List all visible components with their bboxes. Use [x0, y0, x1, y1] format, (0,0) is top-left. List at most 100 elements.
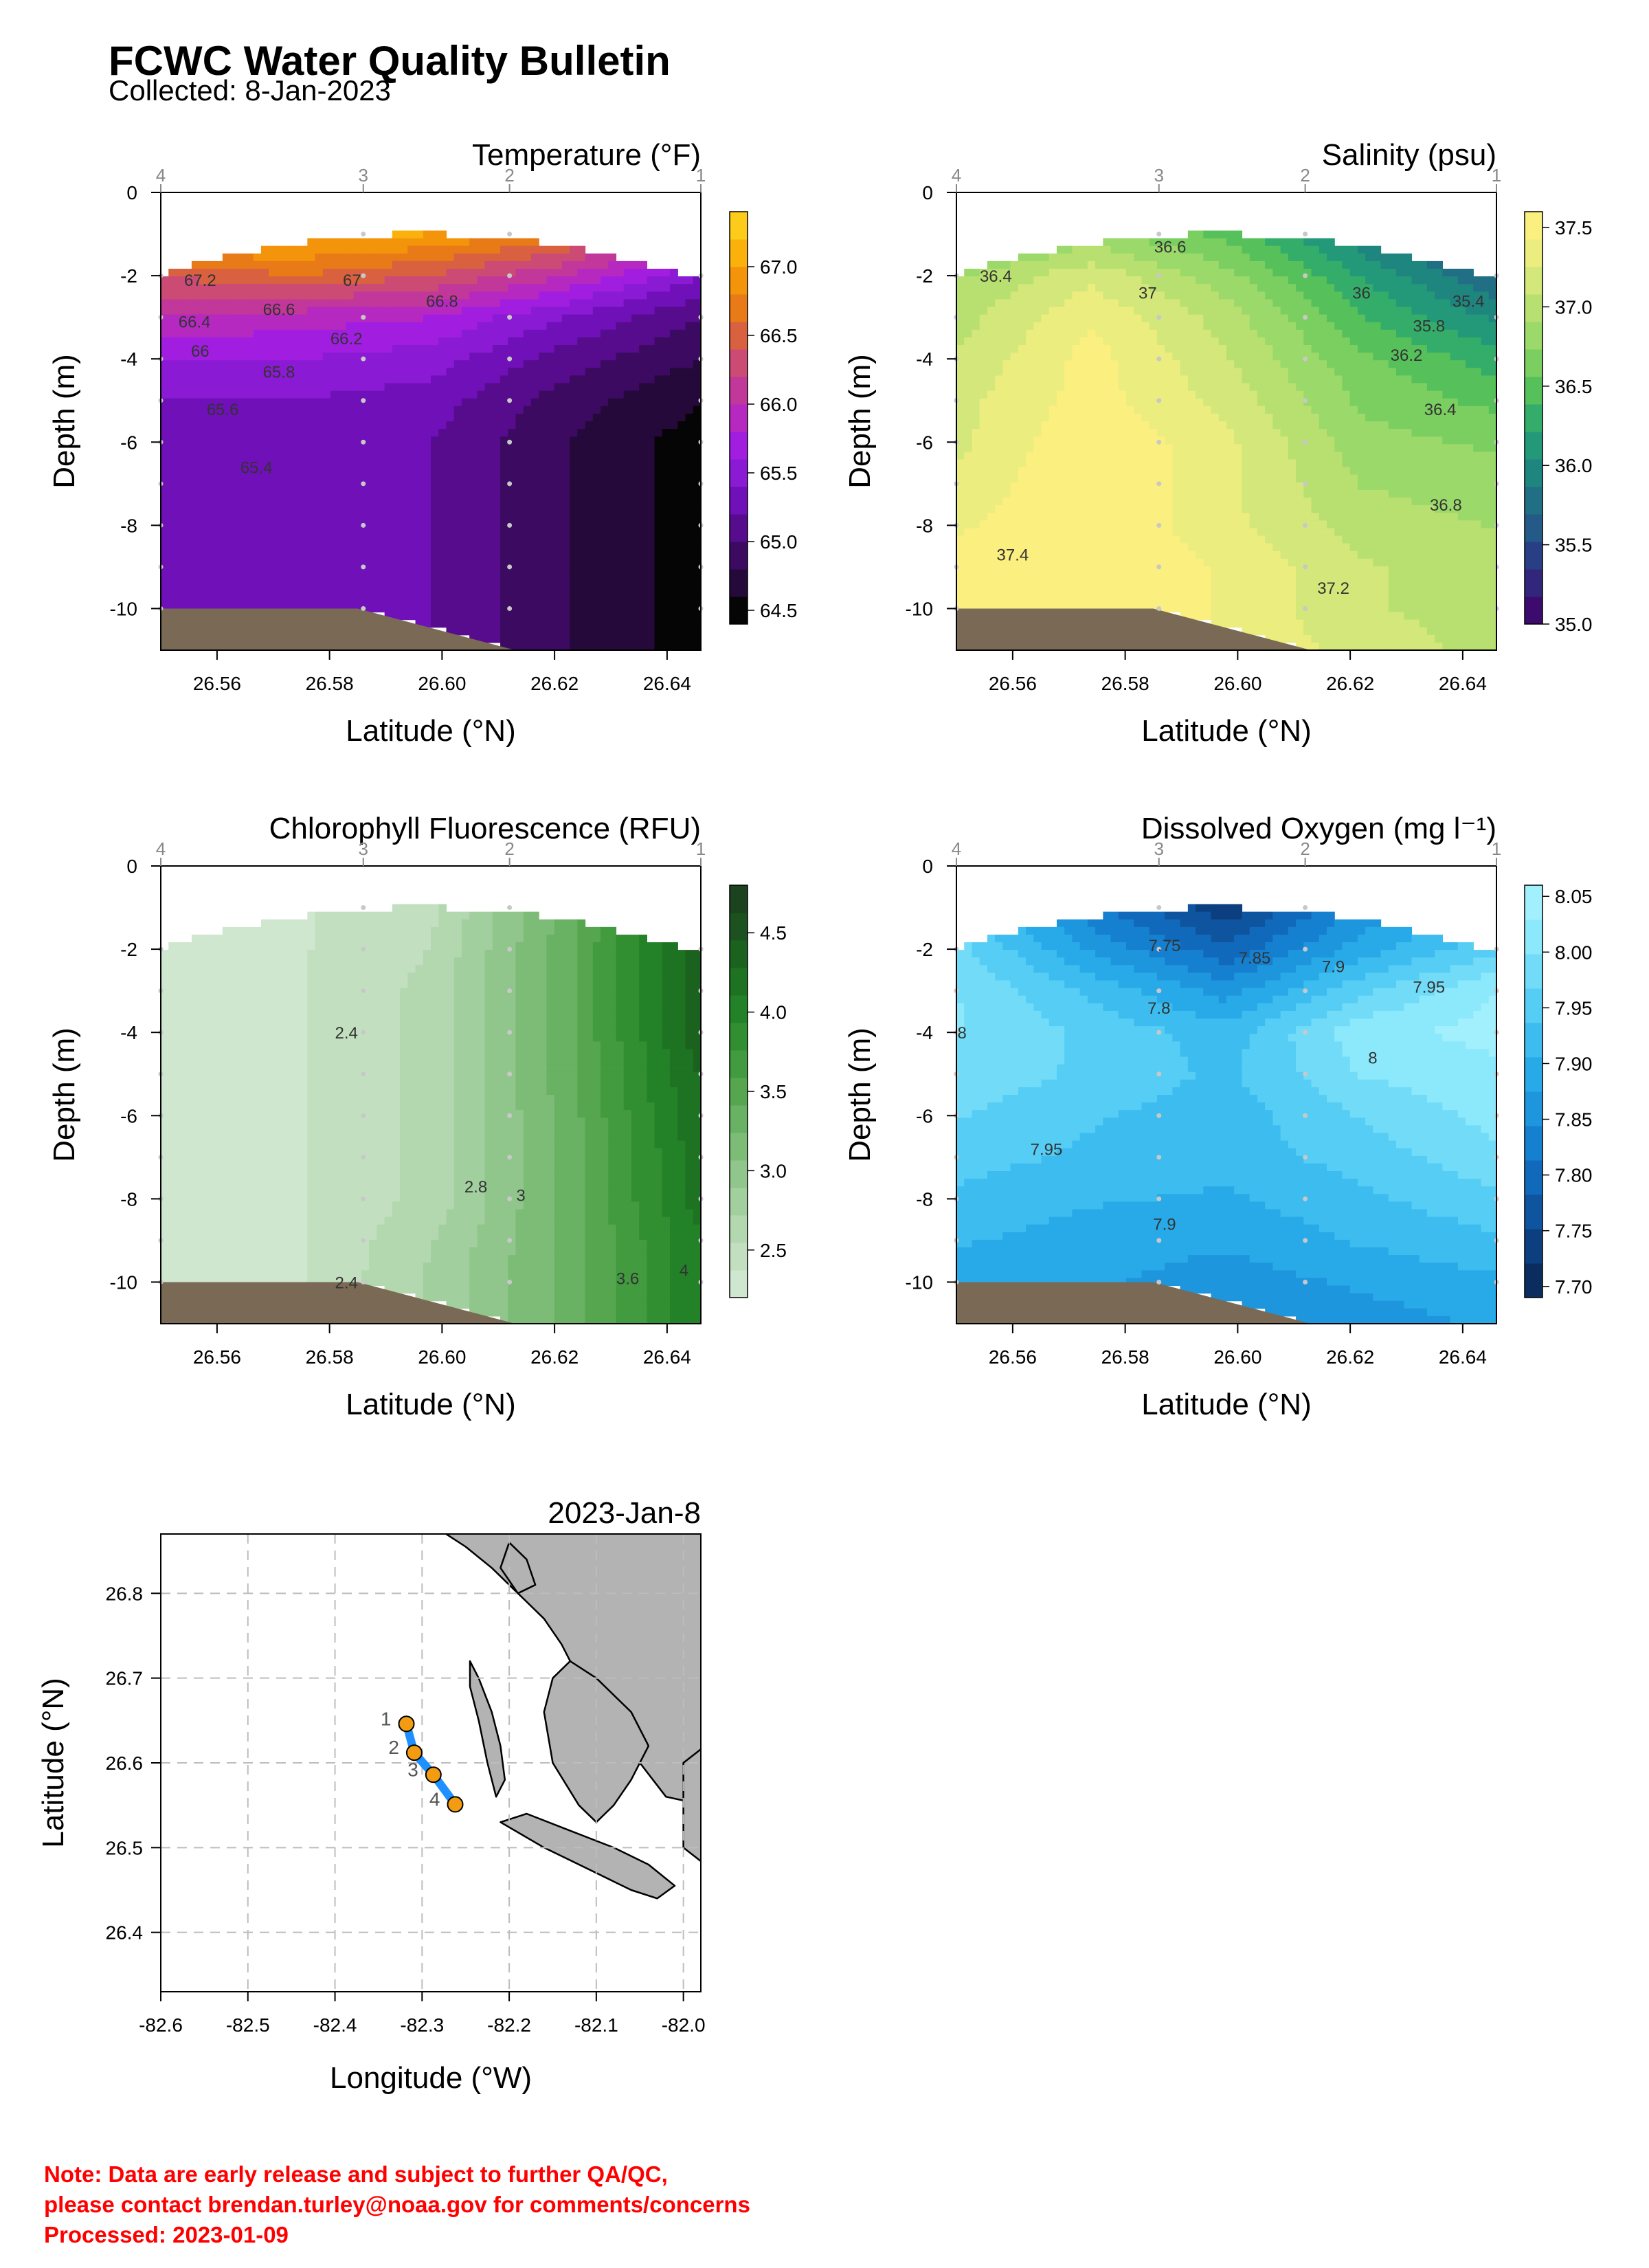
field-cell: [199, 345, 207, 353]
field-cell: [276, 535, 285, 544]
field-cell: [330, 345, 339, 353]
field-cell: [291, 353, 300, 361]
field-cell: [1087, 322, 1096, 331]
field-cell: [484, 566, 493, 575]
field-cell: [438, 543, 447, 552]
field-cell: [1002, 421, 1011, 430]
field-cell: [1165, 307, 1173, 315]
field-cell: [608, 604, 617, 613]
field-cell: [539, 245, 548, 254]
section-panel-2: Salinity (psu)36.436.637 3635.835.436.236…: [843, 138, 1593, 748]
field-cell: [608, 353, 617, 361]
field-cell: [1134, 589, 1143, 597]
field-cell: [1033, 520, 1042, 529]
field-cell: [176, 383, 185, 392]
field-cell: [639, 436, 647, 445]
field-cell: [685, 291, 694, 300]
field-cell: [1141, 329, 1150, 338]
field-cell: [284, 543, 293, 552]
field-cell: [508, 642, 517, 651]
field-cell: [585, 421, 594, 430]
field-cell: [685, 505, 694, 513]
field-cell: [515, 619, 524, 628]
field-cell: [1103, 345, 1112, 353]
field-cell: [616, 634, 625, 643]
field-cell: [608, 314, 617, 323]
field-cell: [1072, 284, 1081, 292]
field-cell: [1048, 314, 1057, 323]
field-cell: [631, 436, 640, 445]
panel-title: Salinity (psu): [1322, 138, 1496, 172]
field-cell: [199, 421, 207, 430]
field-cell: [477, 276, 486, 285]
field-cell: [207, 604, 216, 613]
field-cell: [1087, 535, 1096, 544]
field-cell: [972, 566, 980, 575]
field-cell: [1033, 558, 1042, 567]
field-cell: [500, 642, 508, 651]
field-cell: [214, 551, 223, 559]
field-cell: [353, 459, 362, 468]
field-cell: [315, 368, 324, 376]
field-cell: [377, 436, 385, 445]
field-cell: [369, 421, 377, 430]
field-cell: [530, 558, 539, 567]
field-cell: [446, 375, 455, 384]
field-cell: [300, 337, 308, 346]
field-cell: [307, 260, 316, 269]
field-cell: [407, 398, 416, 407]
field-cell: [677, 619, 686, 628]
field-cell: [453, 337, 462, 346]
field-cell: [453, 307, 462, 315]
field-cell: [284, 276, 293, 285]
field-cell: [530, 383, 539, 392]
field-cell: [685, 551, 694, 559]
field-cell: [515, 299, 524, 308]
field-cell: [685, 421, 694, 430]
field-cell: [1118, 551, 1127, 559]
field-cell: [269, 482, 278, 491]
field-cell: [384, 452, 393, 460]
field-cell: [987, 368, 996, 376]
field-cell: [662, 528, 671, 537]
field-cell: [361, 322, 370, 331]
field-cell: [322, 459, 331, 468]
field-cell: [176, 405, 185, 414]
field-cell: [407, 291, 416, 300]
field-cell: [438, 398, 447, 407]
field-cell: [446, 329, 455, 338]
field-cell: [1095, 505, 1103, 513]
field-cell: [592, 383, 601, 392]
field-cell: [315, 375, 324, 384]
field-cell: [987, 505, 996, 513]
field-cell: [1103, 467, 1112, 476]
field-cell: [647, 299, 655, 308]
field-cell: [1095, 513, 1103, 521]
field-cell: [500, 421, 508, 430]
field-cell: [972, 269, 980, 277]
field-cell: [415, 604, 424, 613]
field-cell: [1087, 260, 1096, 269]
field-cell: [253, 284, 262, 292]
field-cell: [1165, 405, 1173, 414]
field-cell: [161, 322, 169, 331]
field-cell: [1103, 390, 1112, 399]
field-cell: [438, 535, 447, 544]
field-cell: [1172, 574, 1181, 582]
field-cell: [1002, 413, 1011, 422]
field-cell: [384, 459, 393, 468]
field-cell: [592, 353, 601, 361]
field-cell: [515, 612, 524, 621]
field-cell: [508, 528, 517, 537]
field-cell: [245, 276, 254, 285]
field-cell: [1072, 291, 1081, 300]
field-cell: [1064, 322, 1073, 331]
field-cell: [484, 345, 493, 353]
field-cell: [608, 398, 617, 407]
field-cell: [670, 291, 678, 300]
field-cell: [431, 543, 439, 552]
field-cell: [484, 260, 493, 269]
field-cell: [361, 489, 370, 498]
field-cell: [431, 482, 439, 491]
field-cell: [1095, 597, 1103, 605]
